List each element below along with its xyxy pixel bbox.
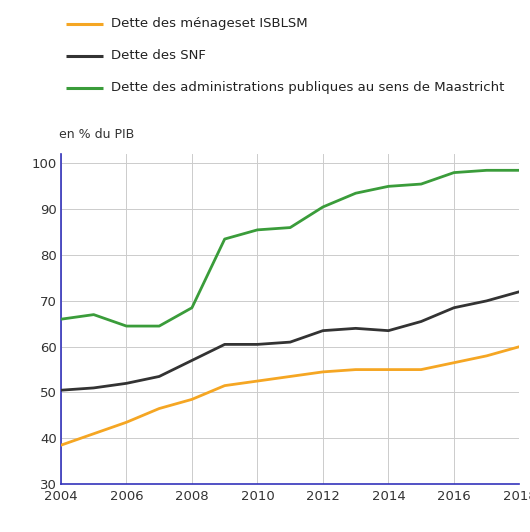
Text: Dette des SNF: Dette des SNF <box>111 49 206 62</box>
Text: Dette des administrations publiques au sens de Maastricht: Dette des administrations publiques au s… <box>111 81 505 94</box>
Text: Dette des ménageset ISBLSM: Dette des ménageset ISBLSM <box>111 18 308 30</box>
Text: en % du PIB: en % du PIB <box>59 128 134 141</box>
